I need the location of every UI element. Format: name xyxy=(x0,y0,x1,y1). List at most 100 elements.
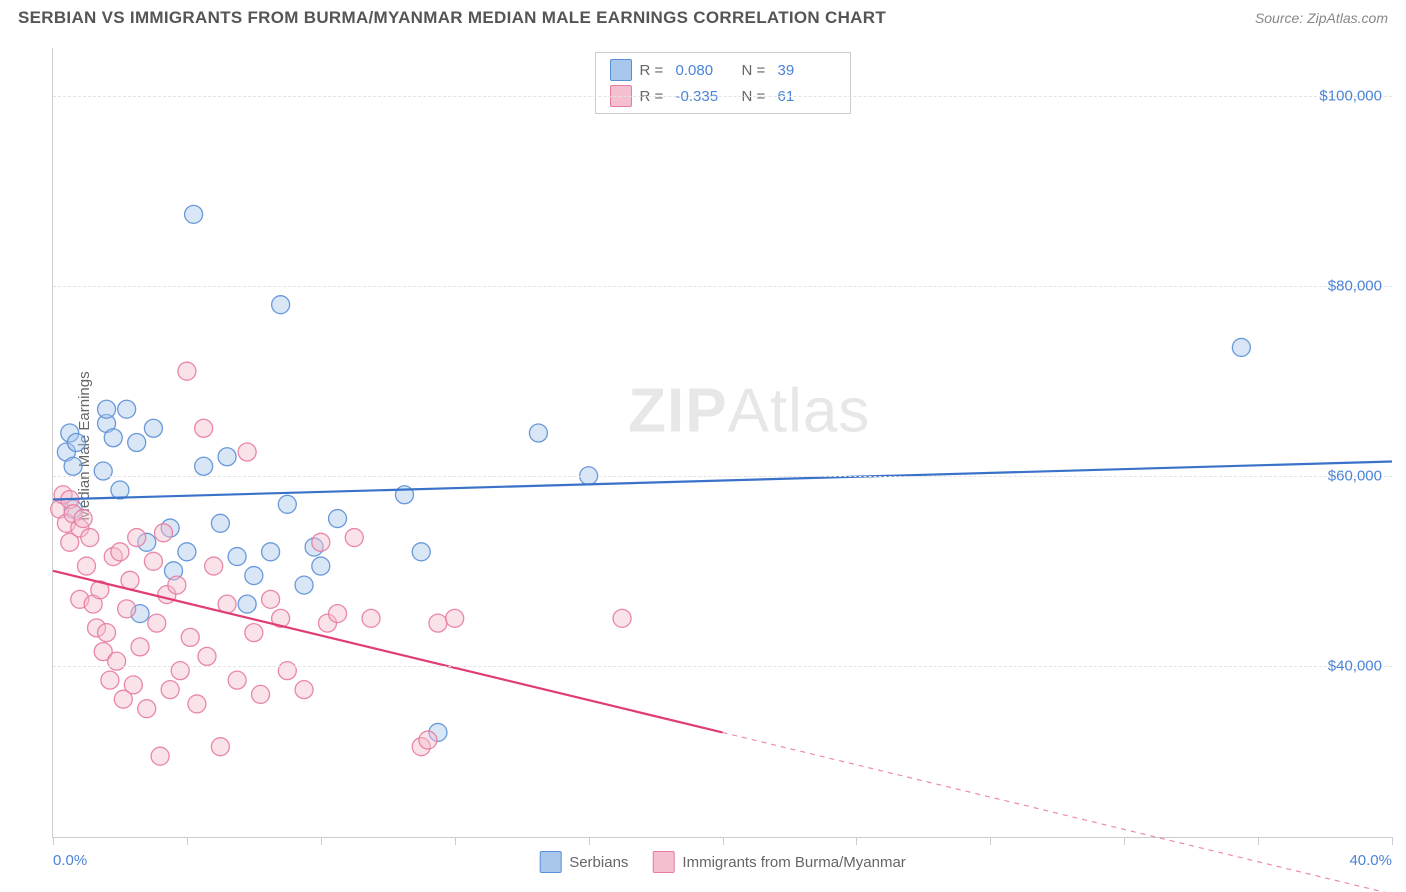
data-point-burma xyxy=(295,681,313,699)
chart-plot-area: ZIPAtlas R = 0.080 N = 39 R = -0.335 N =… xyxy=(52,48,1392,838)
data-point-serbians xyxy=(185,205,203,223)
x-tick xyxy=(187,837,188,845)
data-point-burma xyxy=(144,552,162,570)
data-point-burma xyxy=(181,628,199,646)
data-point-serbians xyxy=(329,510,347,528)
data-point-burma xyxy=(81,529,99,547)
data-point-serbians xyxy=(128,434,146,452)
data-point-serbians xyxy=(195,457,213,475)
gridline xyxy=(53,476,1392,477)
data-point-burma xyxy=(178,362,196,380)
data-point-burma xyxy=(419,731,437,749)
data-point-serbians xyxy=(178,543,196,561)
data-point-burma xyxy=(228,671,246,689)
gridline xyxy=(53,286,1392,287)
data-point-serbians xyxy=(245,567,263,585)
data-point-serbians xyxy=(262,543,280,561)
x-axis-min-label: 0.0% xyxy=(53,852,87,869)
data-point-burma xyxy=(188,695,206,713)
data-point-burma xyxy=(128,529,146,547)
data-point-burma xyxy=(278,662,296,680)
data-point-burma xyxy=(211,738,229,756)
data-point-burma xyxy=(362,609,380,627)
n-label: N = xyxy=(742,62,770,79)
legend-label-serbians: Serbians xyxy=(569,854,628,871)
data-point-serbians xyxy=(1232,338,1250,356)
r-value-serbians: 0.080 xyxy=(676,62,734,79)
r-label: R = xyxy=(640,62,668,79)
data-point-burma xyxy=(121,571,139,589)
data-point-burma xyxy=(74,510,92,528)
n-value-serbians: 39 xyxy=(778,62,836,79)
data-point-burma xyxy=(345,529,363,547)
data-point-burma xyxy=(108,652,126,670)
x-tick xyxy=(1124,837,1125,845)
data-point-serbians xyxy=(64,457,82,475)
gridline xyxy=(53,96,1392,97)
legend-label-burma: Immigrants from Burma/Myanmar xyxy=(682,854,905,871)
data-point-burma xyxy=(446,609,464,627)
data-point-burma xyxy=(101,671,119,689)
y-tick-label: $80,000 xyxy=(1328,277,1382,294)
x-tick xyxy=(589,837,590,845)
data-point-burma xyxy=(124,676,142,694)
data-point-burma xyxy=(98,624,116,642)
data-point-serbians xyxy=(118,400,136,418)
swatch-burma xyxy=(652,851,674,873)
data-point-serbians xyxy=(238,595,256,613)
correlation-legend: R = 0.080 N = 39 R = -0.335 N = 61 xyxy=(595,52,851,114)
data-point-burma xyxy=(138,700,156,718)
data-point-serbians xyxy=(272,296,290,314)
data-point-burma xyxy=(118,600,136,618)
data-point-serbians xyxy=(98,400,116,418)
y-tick-label: $60,000 xyxy=(1328,467,1382,484)
source-attribution: Source: ZipAtlas.com xyxy=(1255,10,1388,26)
data-point-serbians xyxy=(104,429,122,447)
data-point-serbians xyxy=(278,495,296,513)
data-point-serbians xyxy=(529,424,547,442)
data-point-serbians xyxy=(218,448,236,466)
data-point-serbians xyxy=(144,419,162,437)
data-point-burma xyxy=(238,443,256,461)
data-point-burma xyxy=(77,557,95,575)
y-tick-label: $100,000 xyxy=(1319,87,1382,104)
data-point-burma xyxy=(195,419,213,437)
x-tick xyxy=(990,837,991,845)
x-tick xyxy=(856,837,857,845)
data-point-serbians xyxy=(94,462,112,480)
data-point-burma xyxy=(161,681,179,699)
x-axis-max-label: 40.0% xyxy=(1349,852,1392,869)
data-point-burma xyxy=(168,576,186,594)
swatch-serbians xyxy=(539,851,561,873)
data-point-burma xyxy=(111,543,129,561)
data-point-burma xyxy=(245,624,263,642)
legend-item-burma: Immigrants from Burma/Myanmar xyxy=(652,851,905,873)
swatch-serbians xyxy=(610,59,632,81)
data-point-burma xyxy=(613,609,631,627)
data-point-burma xyxy=(205,557,223,575)
data-point-serbians xyxy=(67,434,85,452)
data-point-serbians xyxy=(228,548,246,566)
data-point-serbians xyxy=(412,543,430,561)
data-point-burma xyxy=(151,747,169,765)
data-point-burma xyxy=(131,638,149,656)
data-point-burma xyxy=(171,662,189,680)
x-tick xyxy=(455,837,456,845)
data-point-serbians xyxy=(211,514,229,532)
x-tick xyxy=(321,837,322,845)
trend-line-serbians xyxy=(53,462,1392,500)
legend-row-serbians: R = 0.080 N = 39 xyxy=(610,57,836,83)
data-point-serbians xyxy=(312,557,330,575)
data-point-serbians xyxy=(295,576,313,594)
x-tick xyxy=(53,837,54,845)
y-tick-label: $40,000 xyxy=(1328,657,1382,674)
x-tick xyxy=(1258,837,1259,845)
data-point-burma xyxy=(154,524,172,542)
x-tick xyxy=(1392,837,1393,845)
gridline xyxy=(53,666,1392,667)
data-point-serbians xyxy=(111,481,129,499)
data-point-burma xyxy=(198,647,216,665)
data-point-burma xyxy=(329,605,347,623)
data-point-burma xyxy=(429,614,447,632)
series-legend: Serbians Immigrants from Burma/Myanmar xyxy=(539,851,906,873)
